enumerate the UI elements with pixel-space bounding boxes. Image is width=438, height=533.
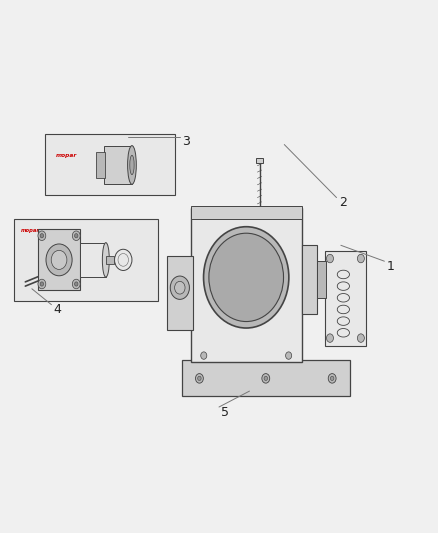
Bar [191, 208, 302, 362]
Circle shape [40, 282, 44, 286]
Bar [325, 251, 366, 346]
Circle shape [357, 254, 364, 263]
Bar [106, 256, 114, 264]
Bar [45, 134, 176, 195]
Ellipse shape [209, 233, 283, 321]
Text: 3: 3 [182, 135, 190, 148]
Circle shape [201, 352, 207, 359]
Circle shape [72, 279, 80, 289]
Bar [39, 229, 80, 290]
Bar [191, 206, 302, 219]
Circle shape [170, 276, 189, 300]
Text: mopar: mopar [21, 228, 40, 233]
Circle shape [38, 231, 46, 240]
Circle shape [118, 254, 128, 266]
Text: 1: 1 [387, 260, 395, 273]
Circle shape [74, 282, 78, 286]
Circle shape [40, 233, 44, 238]
Circle shape [74, 233, 78, 238]
Ellipse shape [204, 227, 289, 328]
Ellipse shape [102, 243, 110, 277]
Bar [257, 158, 262, 163]
Circle shape [38, 279, 46, 289]
Circle shape [195, 374, 203, 383]
Circle shape [72, 231, 80, 240]
Circle shape [264, 376, 268, 381]
Bar [317, 261, 325, 298]
Circle shape [262, 374, 270, 383]
Circle shape [326, 254, 333, 263]
Circle shape [326, 334, 333, 342]
Text: mopar: mopar [56, 153, 77, 158]
Circle shape [357, 334, 364, 342]
Text: 2: 2 [339, 196, 346, 209]
Circle shape [46, 244, 72, 276]
Bar [167, 256, 193, 330]
Bar [182, 360, 350, 397]
Circle shape [51, 251, 67, 269]
Circle shape [198, 376, 201, 381]
Bar [302, 245, 317, 314]
Ellipse shape [127, 146, 136, 184]
Circle shape [286, 352, 292, 359]
Bar [80, 243, 106, 277]
Circle shape [330, 376, 334, 381]
Ellipse shape [130, 155, 134, 175]
Text: 5: 5 [221, 406, 229, 419]
Bar [14, 219, 158, 301]
Bar [96, 152, 106, 178]
Circle shape [175, 281, 185, 294]
Text: 4: 4 [53, 303, 61, 317]
Circle shape [328, 374, 336, 383]
Bar [104, 146, 132, 184]
